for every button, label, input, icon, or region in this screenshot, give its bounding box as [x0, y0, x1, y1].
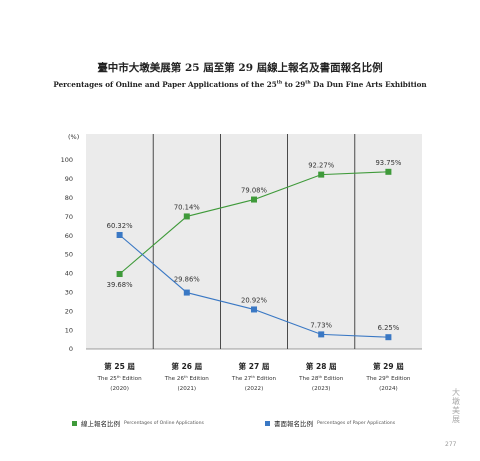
x-category-label-en: The 26th Edition	[164, 375, 210, 382]
x-category-label-zh: 第 26 屆	[171, 361, 202, 371]
plot-background	[86, 134, 422, 349]
side-decoration-text: 大墩美展	[452, 388, 460, 424]
y-tick-label: 0	[69, 345, 73, 353]
online-data-label: 92.27%	[308, 162, 334, 170]
x-category-label-zh: 第 25 屆	[104, 361, 135, 371]
legend-online-swatch	[72, 420, 77, 426]
paper-data-label: 60.32%	[107, 222, 133, 230]
online-data-point	[183, 213, 190, 220]
online-data-label: 79.08%	[241, 187, 267, 195]
legend-paper: 書面報名比例 Percentages of Paper Applications	[265, 418, 395, 428]
online-data-label: 93.75%	[375, 159, 401, 167]
online-data-point	[318, 171, 325, 178]
y-tick-label: 60	[65, 232, 73, 240]
online-data-point	[251, 196, 257, 203]
title-en-sup: th	[276, 80, 283, 86]
x-category-label-en: The 27th Edition	[231, 375, 277, 382]
online-data-label: 70.14%	[174, 203, 200, 211]
online-data-label: 39.68%	[107, 281, 133, 289]
paper-data-label: 20.92%	[241, 296, 267, 304]
title-en-sup: th	[305, 80, 311, 86]
paper-data-label: 7.73%	[310, 321, 332, 329]
y-tick-label: 80	[65, 194, 73, 202]
y-tick-label: 100	[61, 156, 73, 164]
paper-data-point	[385, 334, 392, 341]
legend-paper-label-en: Percentages of Paper Applications	[317, 420, 396, 426]
y-tick-label: 90	[65, 175, 73, 183]
title-en-part: Da Dun Fine Arts Exhibition	[310, 80, 427, 89]
x-category-year: (2020)	[110, 386, 129, 392]
x-category-label-zh: 第 28 屆	[306, 361, 337, 371]
online-data-point	[116, 271, 123, 278]
y-tick-label: 70	[65, 213, 73, 221]
paper-data-point	[183, 289, 190, 296]
chart-title-en: Percentages of Online and Paper Applicat…	[0, 80, 480, 89]
x-category-label-en: The 28th Edition	[298, 375, 344, 382]
page-number: 277	[445, 441, 457, 448]
x-category-label-en: The 29th Edition	[365, 375, 411, 382]
y-axis-label: (%)	[68, 133, 79, 141]
paper-data-point	[318, 331, 325, 338]
x-category-label-zh: 第 29 屆	[373, 361, 404, 371]
chart-title-zh: 臺中市大墩美展第 25 屆至第 29 屆線上報名及書面報名比例	[97, 62, 383, 74]
x-category-year: (2024)	[379, 386, 398, 392]
y-tick-label: 20	[65, 307, 73, 315]
x-category-label-zh: 第 27 屆	[239, 361, 270, 371]
legend-online: 線上報名比例 Percentages of Online Application…	[72, 418, 204, 428]
title-en-part: Percentages of Online and Paper Applicat…	[53, 80, 277, 89]
paper-data-label: 6.25%	[378, 324, 400, 332]
x-category-year: (2022)	[245, 386, 264, 392]
paper-data-point	[251, 306, 257, 313]
x-category-year: (2021)	[177, 386, 196, 392]
x-category-label-en: The 25th Edition	[97, 375, 143, 382]
legend-online-label-en: Percentages of Online Applications	[124, 420, 204, 426]
title-en-part: to 29	[282, 80, 306, 89]
paper-data-point	[116, 231, 123, 238]
legend-paper-label-zh: 書面報名比例	[274, 420, 313, 428]
paper-data-label: 29.86%	[174, 276, 200, 284]
y-tick-label: 40	[65, 270, 73, 278]
y-tick-label: 30	[65, 289, 73, 297]
online-data-point	[385, 168, 392, 175]
legend-paper-swatch	[265, 420, 270, 426]
legend-online-label-zh: 線上報名比例	[81, 420, 120, 428]
y-tick-label: 50	[65, 251, 73, 259]
x-category-year: (2023)	[312, 386, 331, 392]
y-tick-label: 10	[65, 326, 73, 334]
